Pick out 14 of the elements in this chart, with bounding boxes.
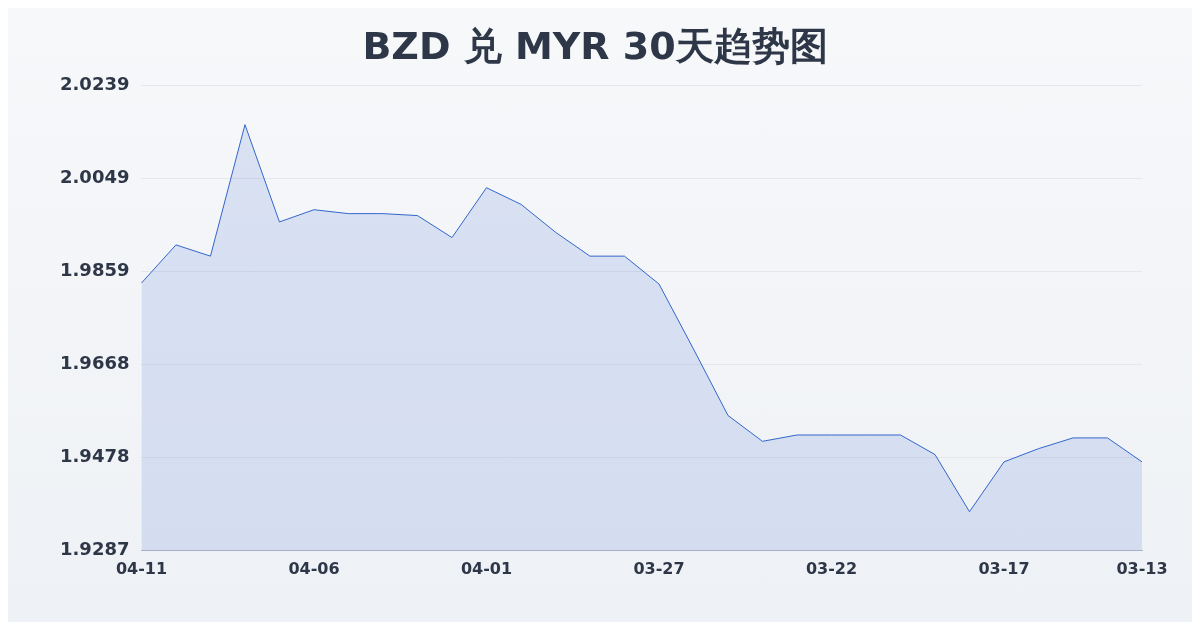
y-tick-label: 1.9478 (59, 445, 130, 467)
x-tick-label: 04-11 (115, 558, 168, 578)
x-tick-label: 03-22 (805, 558, 858, 578)
y-tick-label: 1.9287 (59, 538, 130, 560)
x-tick-label: 03-13 (1116, 558, 1168, 578)
x-tick-label: 03-27 (633, 558, 685, 578)
x-tick-label: 04-01 (460, 558, 513, 578)
x-tick-label: 04-06 (288, 558, 340, 578)
y-tick-label: 1.9859 (59, 258, 130, 280)
y-tick-label: 2.0049 (59, 166, 130, 188)
chart-title: BZD 兑 MYR 30天趋势图 (362, 23, 828, 68)
y-tick-label: 1.9668 (59, 352, 130, 374)
y-tick-label: 2.0239 (59, 73, 130, 95)
x-tick-label: 03-17 (978, 558, 1030, 578)
